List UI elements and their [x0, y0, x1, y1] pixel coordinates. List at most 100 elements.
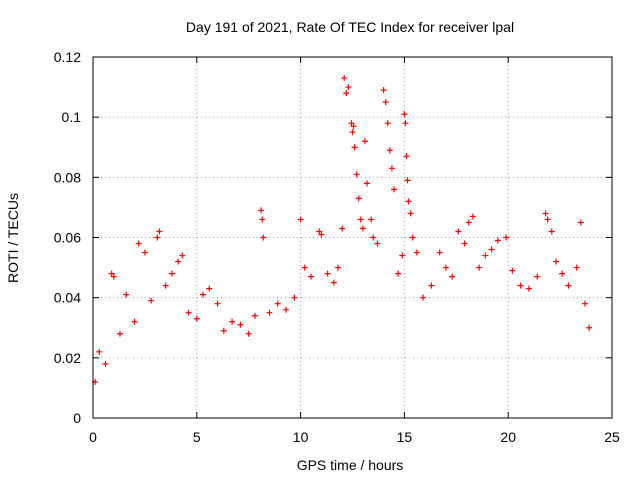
data-point	[402, 120, 409, 127]
data-point	[559, 270, 566, 277]
data-point	[509, 267, 516, 274]
data-point	[552, 258, 559, 265]
data-point	[297, 216, 304, 223]
x-tick-label: 5	[193, 429, 201, 445]
data-point	[274, 300, 281, 307]
data-point	[110, 273, 117, 280]
data-point	[361, 138, 368, 145]
y-tick-label: 0.06	[54, 230, 81, 246]
data-point	[368, 216, 375, 223]
data-point	[258, 207, 265, 214]
data-point	[162, 282, 169, 289]
data-point	[96, 348, 103, 355]
data-point	[102, 360, 109, 367]
data-point	[200, 291, 207, 298]
data-point	[251, 312, 258, 319]
data-point	[179, 252, 186, 259]
chart-title: Day 191 of 2021, Rate Of TEC Index for r…	[186, 19, 514, 35]
data-point	[185, 309, 192, 316]
data-point	[399, 252, 406, 259]
x-tick-label: 25	[604, 429, 620, 445]
data-point	[291, 294, 298, 301]
data-point	[266, 309, 273, 316]
data-point	[341, 75, 348, 82]
data-point	[301, 264, 308, 271]
data-point	[108, 270, 115, 277]
data-point	[461, 240, 468, 247]
data-point	[168, 270, 175, 277]
data-point	[384, 120, 391, 127]
data-point	[237, 321, 244, 328]
y-axis-label: ROTI / TECUs	[5, 193, 21, 283]
data-point	[206, 285, 213, 292]
y-tick-label: 0.02	[54, 350, 81, 366]
data-point	[436, 249, 443, 256]
x-tick-label: 15	[397, 429, 413, 445]
data-point	[220, 327, 227, 334]
data-point	[525, 285, 532, 292]
data-point	[343, 90, 350, 97]
data-point	[339, 225, 346, 232]
data-point	[353, 171, 360, 178]
data-point	[334, 264, 341, 271]
y-tick-label: 0.1	[62, 109, 82, 125]
data-point	[494, 237, 501, 244]
data-point	[420, 294, 427, 301]
data-point	[348, 120, 355, 127]
data-point	[586, 324, 593, 331]
x-tick-label: 20	[500, 429, 516, 445]
data-point	[405, 198, 412, 205]
data-point	[154, 234, 161, 241]
data-point	[316, 228, 323, 235]
data-point	[469, 213, 476, 220]
data-point	[364, 180, 371, 187]
y-tick-label: 0	[73, 410, 81, 426]
data-point	[374, 240, 381, 247]
data-point	[350, 123, 357, 130]
data-point	[345, 84, 352, 91]
data-point	[318, 231, 325, 238]
x-tick-label: 10	[293, 429, 309, 445]
data-point	[260, 234, 267, 241]
data-point	[123, 291, 130, 298]
data-point	[465, 219, 472, 226]
data-point	[229, 318, 236, 325]
data-point	[442, 264, 449, 271]
data-point	[370, 234, 377, 241]
data-point	[283, 306, 290, 313]
data-point	[388, 165, 395, 172]
data-point	[193, 315, 200, 322]
data-point	[175, 258, 182, 265]
data-point	[359, 225, 366, 232]
data-point	[503, 234, 510, 241]
data-point	[404, 177, 411, 184]
data-point	[403, 153, 410, 160]
x-axis-label: GPS time / hours	[297, 457, 404, 473]
y-tick-label: 0.04	[54, 290, 81, 306]
data-point	[482, 252, 489, 259]
data-point	[455, 228, 462, 235]
data-point	[548, 228, 555, 235]
data-point	[382, 99, 389, 106]
data-point	[245, 330, 252, 337]
y-tick-label: 0.08	[54, 169, 81, 185]
data-point	[324, 270, 331, 277]
data-point	[488, 246, 495, 253]
grid-lines	[93, 57, 612, 418]
data-point	[351, 144, 358, 151]
data-point	[259, 216, 266, 223]
data-point	[214, 300, 221, 307]
axis-ticks: 0 5 10 15 20 25 0 0.02 0.04 0.06 0.08 0.1 0.12	[54, 49, 620, 445]
data-point	[307, 273, 314, 280]
data-point	[409, 234, 416, 241]
plot-frame	[92, 56, 613, 419]
data-point	[355, 195, 362, 202]
data-point	[428, 282, 435, 289]
data-point	[380, 87, 387, 94]
data-point	[577, 219, 584, 226]
data-point	[116, 330, 123, 337]
data-point	[156, 228, 163, 235]
data-point	[449, 273, 456, 280]
data-point	[148, 297, 155, 304]
data-point	[534, 273, 541, 280]
